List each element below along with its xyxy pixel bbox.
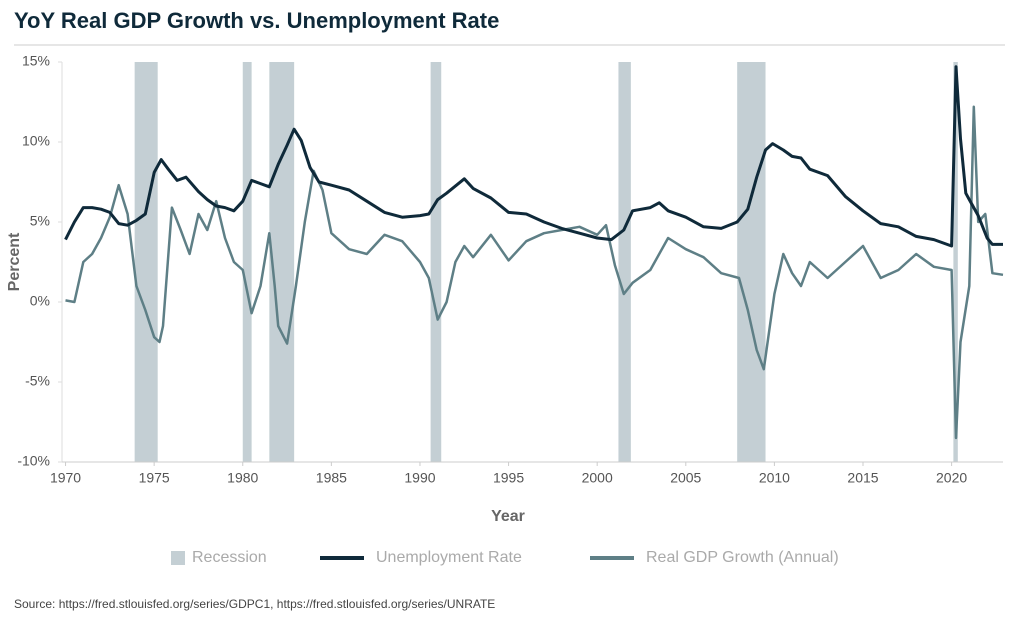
- legend-label: Real GDP Growth (Annual): [646, 549, 839, 566]
- recession-band: [134, 62, 158, 462]
- series-line: [65, 105, 1004, 440]
- x-tick-label: 1995: [493, 470, 524, 486]
- legend-label: Unemployment Rate: [376, 549, 522, 566]
- y-tick-label: -10%: [17, 453, 50, 469]
- chart-title: YoY Real GDP Growth vs. Unemployment Rat…: [14, 8, 499, 33]
- y-tick-label: 15%: [22, 53, 50, 69]
- x-tick-label: 2020: [936, 470, 967, 486]
- x-tick-label: 1970: [50, 470, 81, 486]
- y-tick-label: -5%: [25, 373, 50, 389]
- legend-label: Recession: [192, 549, 267, 566]
- recession-band: [242, 62, 252, 462]
- x-axis-label: Year: [491, 508, 525, 525]
- x-tick-label: 1980: [227, 470, 258, 486]
- x-tick-label: 2000: [582, 470, 613, 486]
- x-tick-label: 2005: [670, 470, 701, 486]
- recession-band: [737, 62, 766, 462]
- source-note: Source: https://fred.stlouisfed.org/seri…: [14, 597, 495, 611]
- x-tick-label: 1975: [139, 470, 170, 486]
- y-tick-label: 10%: [22, 133, 50, 149]
- y-tick-label: 5%: [30, 213, 50, 229]
- x-tick-label: 2010: [759, 470, 790, 486]
- x-tick-label: 1990: [404, 470, 435, 486]
- recession-band: [430, 62, 442, 462]
- y-tick-label: 0%: [30, 293, 50, 309]
- legend-swatch: [171, 551, 185, 565]
- x-tick-label: 2015: [847, 470, 878, 486]
- series-line: [64, 65, 1003, 248]
- x-tick-label: 1985: [316, 470, 347, 486]
- recession-band: [953, 62, 958, 462]
- recession-band: [618, 62, 631, 462]
- y-axis-label: Percent: [6, 232, 23, 291]
